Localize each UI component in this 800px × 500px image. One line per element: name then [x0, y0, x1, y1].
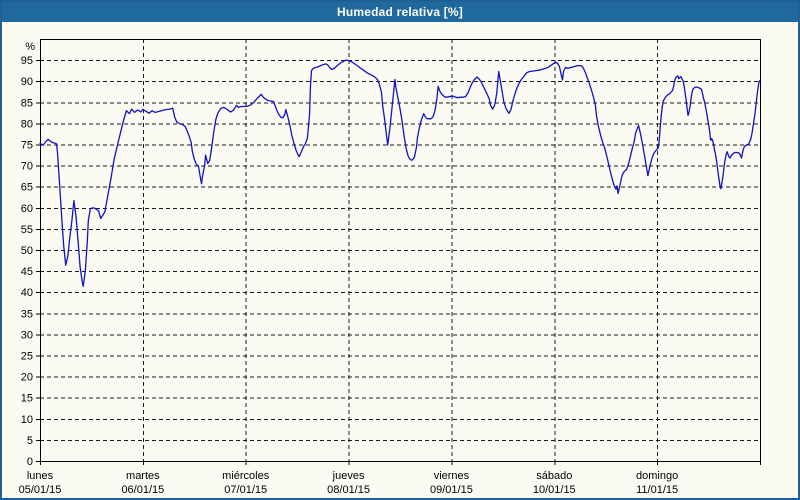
y-tick-label: 45	[21, 266, 33, 278]
y-tick-label: 30	[21, 329, 33, 341]
y-tick-label: 70	[21, 161, 33, 173]
x-day-label: viernes	[434, 470, 470, 482]
humidity-series-line	[39, 59, 761, 287]
x-date-label: 10/01/15	[533, 484, 576, 496]
y-tick-label: 75	[21, 140, 33, 152]
y-tick-label: 90	[21, 76, 33, 88]
x-day-label: sábado	[536, 470, 572, 482]
plot-region: 0 5 10 15 20 25 30 35 40 45 50 55 60 65 70 75 80 85 90 95% l…	[2, 22, 798, 498]
y-tick-label: 80	[21, 118, 33, 130]
y-tick-label: 0	[27, 456, 33, 468]
y-axis-unit-label: %	[25, 41, 35, 53]
y-tick-label: 65	[21, 182, 33, 194]
x-date-label: 09/01/15	[430, 484, 473, 496]
y-tick-label: 60	[21, 203, 33, 215]
y-tick-label: 40	[21, 287, 33, 299]
y-tick-label: 85	[21, 97, 33, 109]
y-tick-label: 55	[21, 224, 33, 236]
chart-title-bar: Humedad relativa [%]	[2, 2, 798, 22]
x-day-label: lunes	[27, 470, 54, 482]
y-tick-label: 20	[21, 372, 33, 384]
x-date-label: 05/01/15	[19, 484, 62, 496]
x-date-label: 07/01/15	[224, 484, 267, 496]
x-day-label: martes	[126, 470, 160, 482]
chart-title: Humedad relativa [%]	[336, 5, 464, 19]
y-tick-label: 15	[21, 393, 33, 405]
x-day-label: domingo	[636, 470, 678, 482]
x-date-label: 11/01/15	[636, 484, 678, 496]
humidity-line-chart: 0 5 10 15 20 25 30 35 40 45 50 55 60 65 70 75 80 85 90 95% l…	[19, 39, 761, 496]
plot-border	[40, 39, 761, 462]
y-tick-label: 5	[27, 435, 33, 447]
y-tick-label: 25	[21, 351, 33, 363]
x-date-label: 08/01/15	[327, 484, 370, 496]
x-day-label: jueves	[332, 470, 365, 482]
x-day-label: miércoles	[222, 470, 270, 482]
x-date-label: 06/01/15	[121, 484, 164, 496]
y-tick-label: 10	[21, 414, 33, 426]
y-tick-label: 95	[21, 55, 33, 67]
y-tick-label: 35	[21, 308, 33, 320]
y-tick-label: 50	[21, 245, 33, 257]
